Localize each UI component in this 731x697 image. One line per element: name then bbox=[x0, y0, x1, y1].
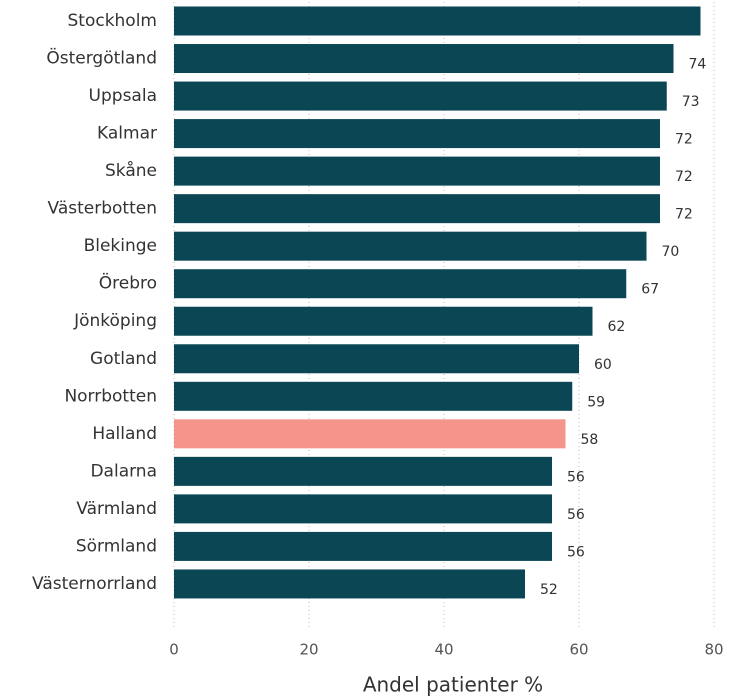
bar bbox=[174, 569, 525, 599]
category-label: Sörmland bbox=[76, 536, 157, 556]
category-label: Gotland bbox=[90, 349, 157, 369]
value-label: 72 bbox=[675, 132, 693, 148]
value-label: 56 bbox=[567, 544, 585, 560]
category-label: Stockholm bbox=[67, 11, 157, 31]
category-label: Värmland bbox=[76, 499, 157, 519]
value-label: 72 bbox=[675, 207, 693, 223]
bar bbox=[174, 306, 593, 336]
value-label: 67 bbox=[641, 282, 659, 298]
value-label: 72 bbox=[675, 169, 693, 185]
category-label: Norrbotten bbox=[64, 386, 157, 406]
category-label: Västerbotten bbox=[48, 199, 157, 219]
bar bbox=[174, 44, 674, 74]
value-label: 56 bbox=[567, 469, 585, 485]
bar bbox=[174, 419, 566, 449]
category-label: Kalmar bbox=[97, 124, 157, 144]
category-label: Västernorrland bbox=[32, 574, 157, 594]
category-label: Jönköping bbox=[73, 311, 157, 331]
bar bbox=[174, 194, 660, 224]
category-label: Dalarna bbox=[90, 461, 157, 481]
value-label: 62 bbox=[608, 319, 626, 335]
value-label: 59 bbox=[587, 394, 605, 410]
x-tick-label: 40 bbox=[434, 641, 453, 659]
category-label: Örebro bbox=[99, 272, 157, 294]
bar bbox=[174, 344, 579, 374]
value-label: 56 bbox=[567, 507, 585, 523]
x-tick-label: 60 bbox=[569, 641, 588, 659]
bar bbox=[174, 156, 660, 186]
category-label: Halland bbox=[92, 424, 157, 444]
bar bbox=[174, 381, 573, 411]
bar bbox=[174, 269, 627, 299]
value-label: 58 bbox=[581, 432, 599, 448]
bar bbox=[174, 6, 701, 36]
value-label: 52 bbox=[540, 582, 558, 598]
value-label: 73 bbox=[682, 94, 700, 110]
bar bbox=[174, 81, 667, 111]
value-label: 60 bbox=[594, 357, 612, 373]
category-label: Östergötland bbox=[46, 47, 157, 69]
bar bbox=[174, 494, 552, 524]
category-label: Uppsala bbox=[89, 86, 157, 106]
x-tick-label: 80 bbox=[704, 641, 723, 659]
bar bbox=[174, 119, 660, 149]
value-label: 74 bbox=[689, 57, 707, 73]
x-axis-title: Andel patienter % bbox=[363, 673, 543, 697]
value-label: 70 bbox=[662, 244, 680, 260]
bar bbox=[174, 231, 647, 261]
category-label: Blekinge bbox=[84, 236, 157, 256]
category-label: Skåne bbox=[105, 160, 157, 181]
bar bbox=[174, 531, 552, 561]
x-tick-label: 0 bbox=[169, 641, 179, 659]
bar bbox=[174, 456, 552, 486]
x-tick-label: 20 bbox=[299, 641, 318, 659]
